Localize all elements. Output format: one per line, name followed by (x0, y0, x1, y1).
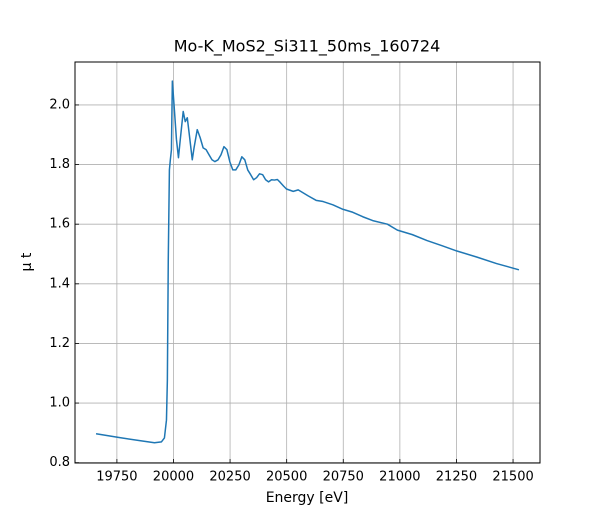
data-line (95, 80, 520, 444)
y-tick-label: 1.0 (49, 396, 70, 411)
plot (95, 80, 520, 444)
x-tick-label: 20500 (266, 470, 307, 485)
y-tick-label: 1.2 (49, 336, 70, 351)
y-tick-label: 2.0 (49, 97, 70, 112)
grid (75, 62, 540, 464)
axes-frame (74, 61, 541, 464)
x-axis-label: Energy [eV] (266, 490, 349, 506)
x-tick-label: 20000 (153, 470, 194, 485)
y-tick-label: 0.8 (49, 455, 70, 470)
x-tick-label: 21000 (379, 470, 420, 485)
x-tick-label: 20250 (209, 470, 250, 485)
x-tick-label: 19750 (96, 470, 137, 485)
x-tick-label: 21500 (492, 470, 533, 485)
y-axis-label: μ t (19, 252, 35, 271)
x-tick-label: 20750 (323, 470, 364, 485)
y-tick-label: 1.4 (49, 276, 70, 291)
x-tick-label: 21250 (436, 470, 477, 485)
y-tick-label: 1.8 (49, 157, 70, 172)
chart-title: Mo-K_MoS2_Si311_50ms_160724 (174, 37, 441, 57)
y-tick-label: 1.6 (49, 217, 70, 232)
